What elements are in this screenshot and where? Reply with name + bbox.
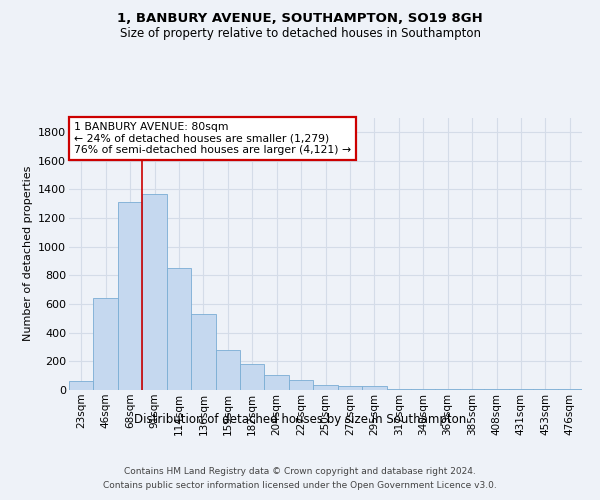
Text: Contains public sector information licensed under the Open Government Licence v3: Contains public sector information licen…	[103, 481, 497, 490]
Bar	[94, 298, 118, 390]
Bar	[240, 364, 265, 390]
Text: Size of property relative to detached houses in Southampton: Size of property relative to detached ho…	[119, 28, 481, 40]
Bar	[265, 375, 289, 390]
Text: 1, BANBURY AVENUE, SOUTHAMPTON, SO19 8GH: 1, BANBURY AVENUE, SOUTHAMPTON, SO19 8GH	[117, 12, 483, 26]
Bar	[69, 382, 94, 390]
Text: Contains HM Land Registry data © Crown copyright and database right 2024.: Contains HM Land Registry data © Crown c…	[124, 468, 476, 476]
Bar	[411, 389, 436, 390]
Y-axis label: Number of detached properties: Number of detached properties	[23, 166, 32, 342]
Text: 1 BANBURY AVENUE: 80sqm
← 24% of detached houses are smaller (1,279)
76% of semi: 1 BANBURY AVENUE: 80sqm ← 24% of detache…	[74, 122, 351, 155]
Bar	[289, 380, 313, 390]
Bar	[386, 388, 411, 390]
Bar	[362, 386, 386, 390]
Bar	[215, 350, 240, 390]
Bar	[118, 202, 142, 390]
Bar	[313, 385, 338, 390]
Bar	[191, 314, 215, 390]
Bar	[338, 386, 362, 390]
Bar	[142, 194, 167, 390]
Text: Distribution of detached houses by size in Southampton: Distribution of detached houses by size …	[134, 412, 466, 426]
Bar	[167, 268, 191, 390]
